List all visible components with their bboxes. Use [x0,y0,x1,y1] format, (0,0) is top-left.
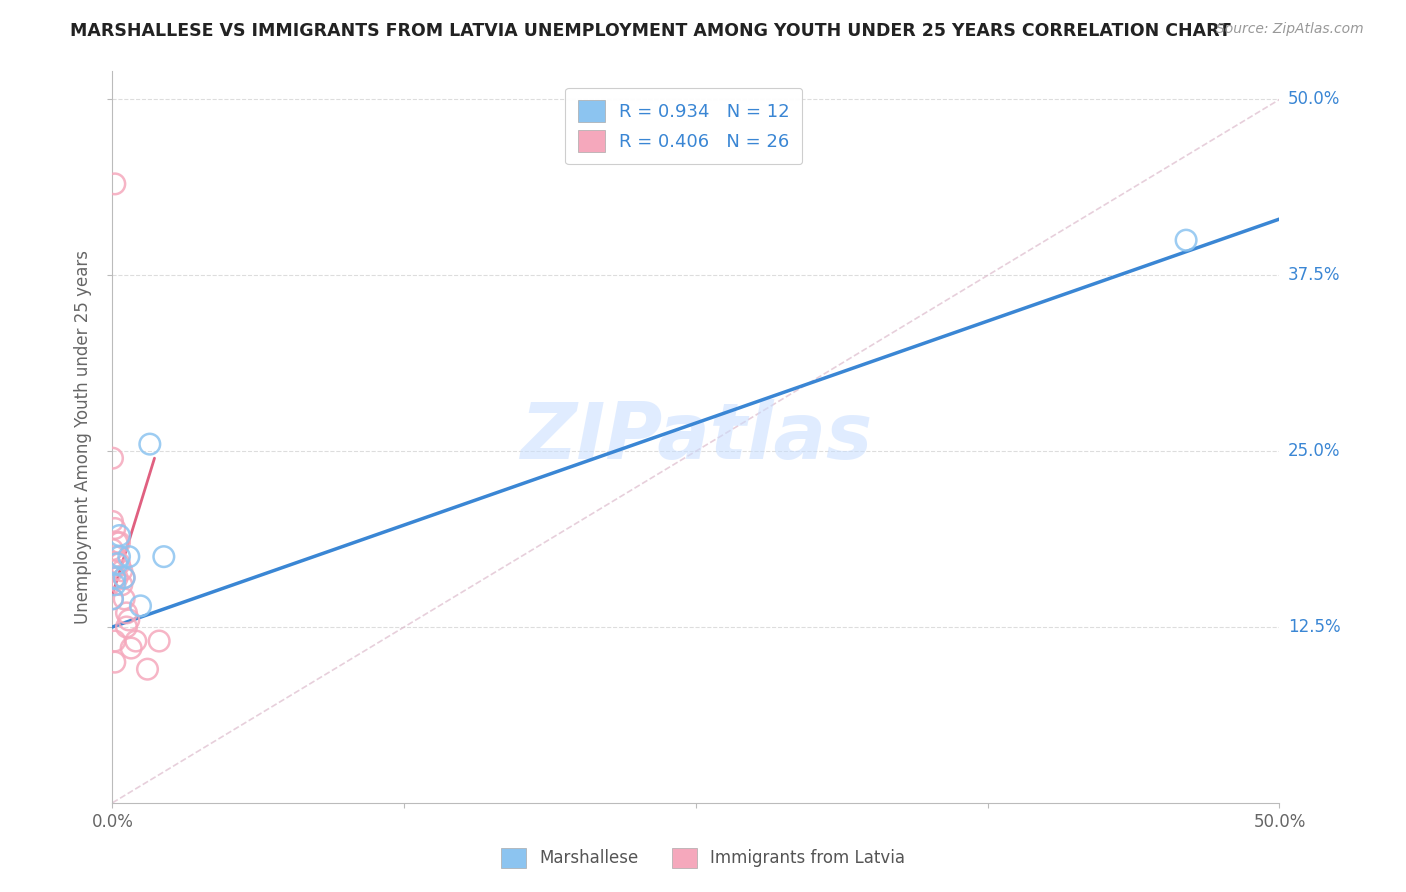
Point [104,634,127,648]
Point [105,535,128,549]
Point [101,451,124,466]
Point [108,528,131,542]
Text: Source: ZipAtlas.com: Source: ZipAtlas.com [1216,22,1364,37]
Point [148,634,170,648]
Point [118,613,141,627]
Point [112,571,135,585]
Legend: R = 0.934   N = 12, R = 0.406   N = 26: R = 0.934 N = 12, R = 0.406 N = 26 [565,87,803,164]
Text: 37.5%: 37.5% [1288,267,1340,285]
Text: MARSHALLESE VS IMMIGRANTS FROM LATVIA UNEMPLOYMENT AMONG YOUTH UNDER 25 YEARS CO: MARSHALLESE VS IMMIGRANTS FROM LATVIA UN… [70,22,1232,40]
Point [104,177,127,191]
Point [153,549,176,564]
Point [105,557,128,571]
Point [118,549,141,564]
Legend: Marshallese, Immigrants from Latvia: Marshallese, Immigrants from Latvia [494,841,912,875]
Point [105,571,128,585]
Point [108,549,131,564]
Point [115,606,138,620]
Point [112,571,135,585]
Point [112,591,135,606]
Point [136,662,159,676]
Text: 25.0%: 25.0% [1288,442,1340,460]
Point [104,655,127,669]
Point [101,564,124,578]
Point [1175,233,1198,247]
Point [125,634,148,648]
Text: 12.5%: 12.5% [1288,618,1340,636]
Point [104,571,127,585]
Point [108,557,131,571]
Point [111,564,134,578]
Point [104,521,127,535]
Point [129,599,152,613]
Point [120,641,142,656]
Text: 50.0%: 50.0% [1288,90,1340,109]
Text: ZIPatlas: ZIPatlas [520,399,872,475]
Point [111,578,134,592]
Point [139,437,162,451]
Point [104,571,127,585]
Point [104,549,127,564]
Point [101,542,124,557]
Point [101,591,124,606]
Point [101,591,124,606]
Point [115,620,138,634]
Point [101,515,124,529]
Point [108,535,131,549]
Y-axis label: Unemployment Among Youth under 25 years: Unemployment Among Youth under 25 years [73,250,91,624]
Point [104,578,127,592]
